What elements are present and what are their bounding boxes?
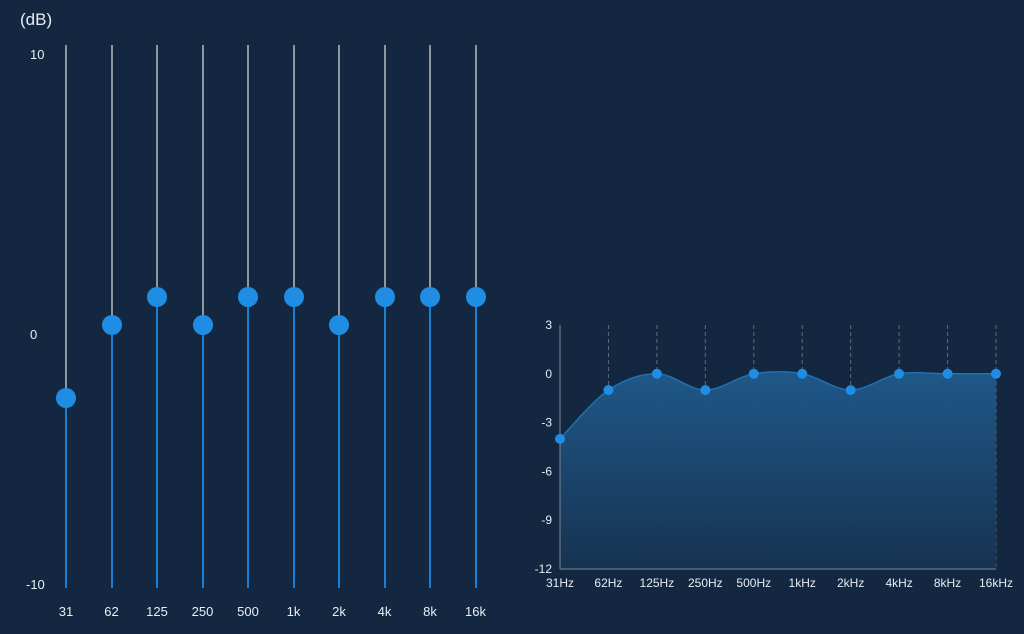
slider-track-inactive <box>156 45 158 298</box>
x-tick-label: 2kHz <box>837 576 864 590</box>
band-label: 4k <box>377 604 392 619</box>
chart-points <box>555 368 1001 444</box>
band-slider-500[interactable] <box>236 45 260 588</box>
data-point <box>894 368 905 379</box>
slider-thumb[interactable] <box>465 287 486 308</box>
data-point <box>651 368 662 379</box>
band-slider-250[interactable] <box>191 45 215 588</box>
band-label: 125 <box>146 604 168 619</box>
x-tick-label: 500Hz <box>736 576 771 590</box>
slider-track-inactive <box>429 45 431 298</box>
band-slider-8k[interactable] <box>418 45 442 588</box>
slider-track-active <box>292 297 295 588</box>
slider-track-active <box>156 297 158 588</box>
slider-thumb[interactable] <box>147 287 167 308</box>
slider-track-active <box>429 297 431 588</box>
slider-thumb[interactable] <box>420 287 440 308</box>
slider-track-inactive <box>247 45 249 298</box>
slider-thumb[interactable] <box>192 314 213 335</box>
data-point <box>991 368 1001 379</box>
slider-track-inactive <box>110 45 113 325</box>
data-point <box>845 385 856 396</box>
slider-track-active <box>383 297 386 588</box>
x-tick-label: 1kHz <box>789 576 816 590</box>
data-point <box>603 385 614 396</box>
y-tick-label: -12 <box>535 562 553 576</box>
slider-track-inactive <box>292 45 295 298</box>
curve-area-fill <box>560 371 996 569</box>
y-tick-label: -9 <box>541 513 552 527</box>
slider-track-inactive <box>338 45 340 325</box>
x-tick-label: 16kHz <box>979 576 1013 590</box>
slider-thumb[interactable] <box>329 314 349 335</box>
x-tick-label: 62Hz <box>594 576 622 590</box>
band-slider-62[interactable] <box>100 45 124 588</box>
slider-track-inactive <box>65 45 67 398</box>
slider-track-active <box>338 324 340 588</box>
band-slider-2k[interactable] <box>327 45 351 588</box>
x-tick-label: 8kHz <box>934 576 961 590</box>
band-slider-4k[interactable] <box>373 45 397 588</box>
band-label: 2k <box>332 604 346 619</box>
y-tick-label: 0 <box>545 367 552 381</box>
band-label: 16k <box>465 604 486 619</box>
slider-thumb[interactable] <box>283 287 304 308</box>
x-tick-label: 4kHz <box>885 576 912 590</box>
data-point <box>555 433 565 444</box>
slider-thumb[interactable] <box>374 287 395 308</box>
slider-track-active <box>247 297 249 588</box>
x-tick-label: 250Hz <box>688 576 723 590</box>
unit-label: (dB) <box>20 10 53 29</box>
band-label: 8k <box>423 604 437 619</box>
chart-axis <box>559 325 996 570</box>
chart-area-layer <box>559 371 996 569</box>
x-tick-label: 125Hz <box>640 576 675 590</box>
slider-track-inactive <box>383 45 386 298</box>
band-label: 62 <box>104 604 119 619</box>
band-label: 250 <box>191 604 214 619</box>
slider-thumb[interactable] <box>238 287 258 308</box>
slider-track-active <box>474 297 477 588</box>
band-label: 31 <box>58 604 74 619</box>
band-slider-31[interactable] <box>54 45 78 588</box>
slider-track-inactive <box>474 45 477 298</box>
data-point <box>942 368 953 379</box>
band-slider-125[interactable] <box>145 45 169 588</box>
slider-track-active <box>110 324 113 588</box>
band-label: 500 <box>237 604 259 619</box>
x-tick-label: 31Hz <box>546 576 574 590</box>
data-point <box>748 368 759 379</box>
slider-thumb[interactable] <box>56 387 76 408</box>
scale-mid-label: 0 <box>30 327 38 342</box>
slider-track-active <box>201 324 204 588</box>
slider-track-active <box>65 397 67 588</box>
band-slider-1k[interactable] <box>282 45 306 588</box>
y-tick-label: -6 <box>541 464 552 478</box>
slider-thumb[interactable] <box>101 314 122 335</box>
band-label: 1k <box>286 604 301 619</box>
curve-line <box>559 371 996 440</box>
band-slider-16k[interactable] <box>464 45 488 588</box>
slider-track-inactive <box>201 45 204 325</box>
y-tick-label: 3 <box>545 318 552 332</box>
y-tick-label: -3 <box>541 416 552 430</box>
data-point <box>700 385 711 396</box>
data-point <box>797 368 808 379</box>
scale-max-label: 10 <box>30 47 45 62</box>
scale-min-label: -10 <box>26 577 45 592</box>
